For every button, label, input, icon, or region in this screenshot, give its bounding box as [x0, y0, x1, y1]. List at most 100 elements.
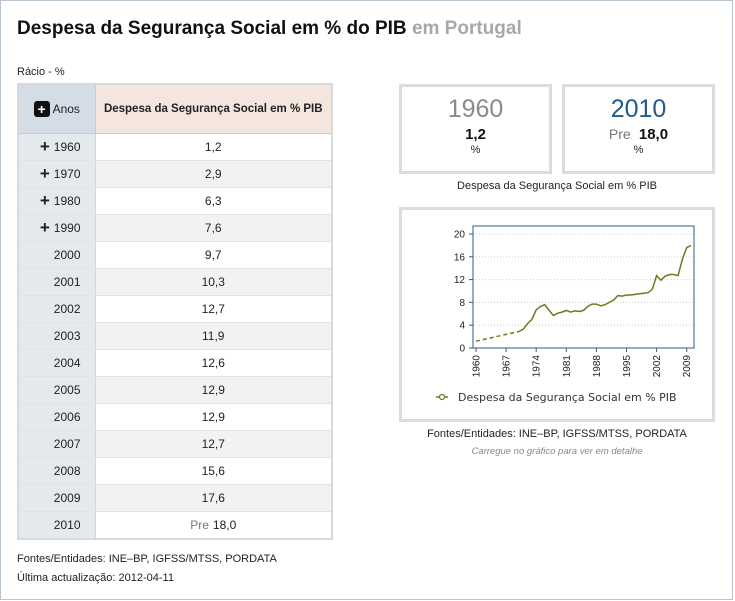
table-row[interactable]: +1960 1,2: [19, 133, 331, 161]
footer-updated: Última actualização: 2012-04-11: [17, 572, 174, 584]
line-chart[interactable]: 0 4 8 12 16 20 1960 1967 1974 1981 1988 1995 2002 200…: [402, 210, 712, 419]
summary-start-value: 1,2: [465, 126, 486, 143]
page-title: Despesa da Segurança Social em % do PIB …: [17, 18, 522, 40]
chart-hint: Carregue no gráfico para ver em detalhe: [471, 446, 643, 457]
row-value-cell: 17,6: [95, 484, 331, 512]
y-tick-label: 4: [459, 321, 465, 332]
row-value-cell: 12,6: [95, 349, 331, 377]
row-year: 1980: [53, 193, 81, 208]
y-tick-label: 20: [454, 230, 466, 241]
table-row: 2005 12,9: [19, 376, 331, 404]
y-tick-label: 8: [459, 298, 465, 309]
row-value-cell: 10,3: [95, 268, 331, 296]
row-year: 2007: [53, 436, 81, 451]
row-value: 12,6: [201, 355, 225, 370]
row-value: 2,9: [204, 166, 222, 181]
table-row: 2007 12,7: [19, 430, 331, 458]
title-main: Despesa da Segurança Social em % do PIB: [17, 18, 407, 39]
series-line: [518, 244, 692, 333]
data-table: + Anos Despesa da Segurança Social em % P…: [19, 85, 331, 538]
chart-container[interactable]: 0 4 8 12 16 20 1960 1967 1974 1981 1988 1995 2002 200…: [399, 207, 715, 422]
row-year-cell[interactable]: +1960: [19, 133, 96, 161]
row-value: 18,0: [212, 517, 237, 532]
row-value: 12,7: [201, 436, 225, 451]
summary-end-pre: Pre: [608, 126, 631, 142]
table-row: 2004 12,6: [19, 349, 331, 377]
y-tick-label: 0: [459, 344, 465, 355]
row-year-cell: 2001: [19, 268, 96, 296]
row-value-cell: 2,9: [95, 160, 331, 188]
row-year: 2000: [53, 247, 81, 262]
row-value: 11,9: [202, 328, 225, 343]
row-year-cell[interactable]: +1990: [19, 214, 96, 242]
x-tick-label: 2002: [652, 355, 663, 378]
x-tick-label: 1974: [532, 355, 543, 378]
row-year-cell[interactable]: +1980: [19, 187, 96, 215]
row-value: 1,2: [204, 139, 222, 154]
row-pre-flag: Pre: [190, 517, 209, 532]
y-tick-label: 12: [454, 275, 466, 286]
expand-plus-icon[interactable]: +: [39, 190, 50, 210]
x-tick-label: 1960: [472, 355, 483, 378]
row-year-cell: 2006: [19, 403, 96, 431]
row-value-cell: 12,7: [95, 430, 331, 458]
years-header-label: Anos: [52, 101, 80, 116]
row-value-cell: 9,7: [95, 241, 331, 269]
row-value: 12,9: [201, 382, 225, 397]
row-year: 2001: [53, 274, 81, 289]
row-year-cell: 2009: [19, 484, 96, 512]
row-year: 2006: [53, 409, 81, 424]
summary-end-value-row: Pre 18,0: [565, 126, 712, 143]
expand-plus-icon[interactable]: +: [39, 217, 50, 237]
row-value-cell: 12,7: [95, 295, 331, 323]
table-body: +1960 1,2 +1970 2,9 +1980 6,3 +1990 7,6 2000 9,7 2…: [19, 133, 331, 538]
row-year-cell: 2007: [19, 430, 96, 458]
row-value-cell: 15,6: [95, 457, 331, 485]
row-year: 2004: [53, 355, 81, 370]
footer-sources: Fontes/Entidades: INE–BP, IGFSS/MTSS, PO…: [17, 553, 277, 565]
x-tick-label: 1988: [592, 355, 603, 378]
table-row[interactable]: +1990 7,6: [19, 214, 331, 242]
row-value: 12,9: [201, 409, 225, 424]
summary-start-year: 1960: [447, 95, 504, 123]
row-value-cell: 6,3: [95, 187, 331, 215]
row-value-cell: Pre 18,0: [95, 511, 331, 538]
summary-end-box: 2010 Pre 18,0 %: [562, 84, 715, 174]
summary-end-value: 18,0: [638, 126, 669, 143]
expand-plus-icon[interactable]: +: [39, 136, 50, 156]
years-header[interactable]: + Anos: [19, 85, 96, 134]
row-year: 2009: [53, 490, 81, 505]
summary-end-year: 2010: [610, 95, 667, 123]
table-row: 2001 10,3: [19, 268, 331, 296]
row-value: 7,6: [204, 220, 222, 235]
table-row[interactable]: +1970 2,9: [19, 160, 331, 188]
row-year: 1970: [53, 166, 81, 181]
row-year-cell[interactable]: +1970: [19, 160, 96, 188]
chart-sources: Fontes/Entidades: INE–BP, IGFSS/MTSS, PO…: [427, 428, 687, 440]
legend-marker: [438, 393, 446, 401]
summary-start-box: 1960 1,2 %: [399, 84, 552, 174]
row-year-cell: 2002: [19, 295, 96, 323]
expand-plus-icon[interactable]: +: [39, 163, 50, 183]
row-value: 9,7: [204, 247, 222, 262]
row-year: 1990: [53, 220, 81, 235]
x-tick-label: 1967: [502, 355, 513, 378]
x-tick-label: 2009: [682, 355, 693, 378]
table-row[interactable]: +1980 6,3: [19, 187, 331, 215]
table-row: 2006 12,9: [19, 403, 331, 431]
row-value: 6,3: [204, 193, 222, 208]
x-tick-label: 1981: [562, 355, 573, 378]
expand-all-icon[interactable]: +: [33, 100, 50, 117]
row-year: 2010: [53, 517, 81, 532]
table-header-row: + Anos Despesa da Segurança Social em % P…: [19, 85, 331, 134]
row-value-cell: 7,6: [95, 214, 331, 242]
legend-label: Despesa da Segurança Social em % PIB: [458, 391, 677, 404]
table-row: 2009 17,6: [19, 484, 331, 512]
data-table-container: + Anos Despesa da Segurança Social em % P…: [17, 83, 333, 540]
row-value: 17,6: [201, 490, 225, 505]
plot-area-border: [472, 225, 695, 349]
series-line-dashed: [475, 330, 520, 342]
row-year: 2008: [53, 463, 81, 478]
row-value-cell: 1,2: [95, 133, 331, 161]
